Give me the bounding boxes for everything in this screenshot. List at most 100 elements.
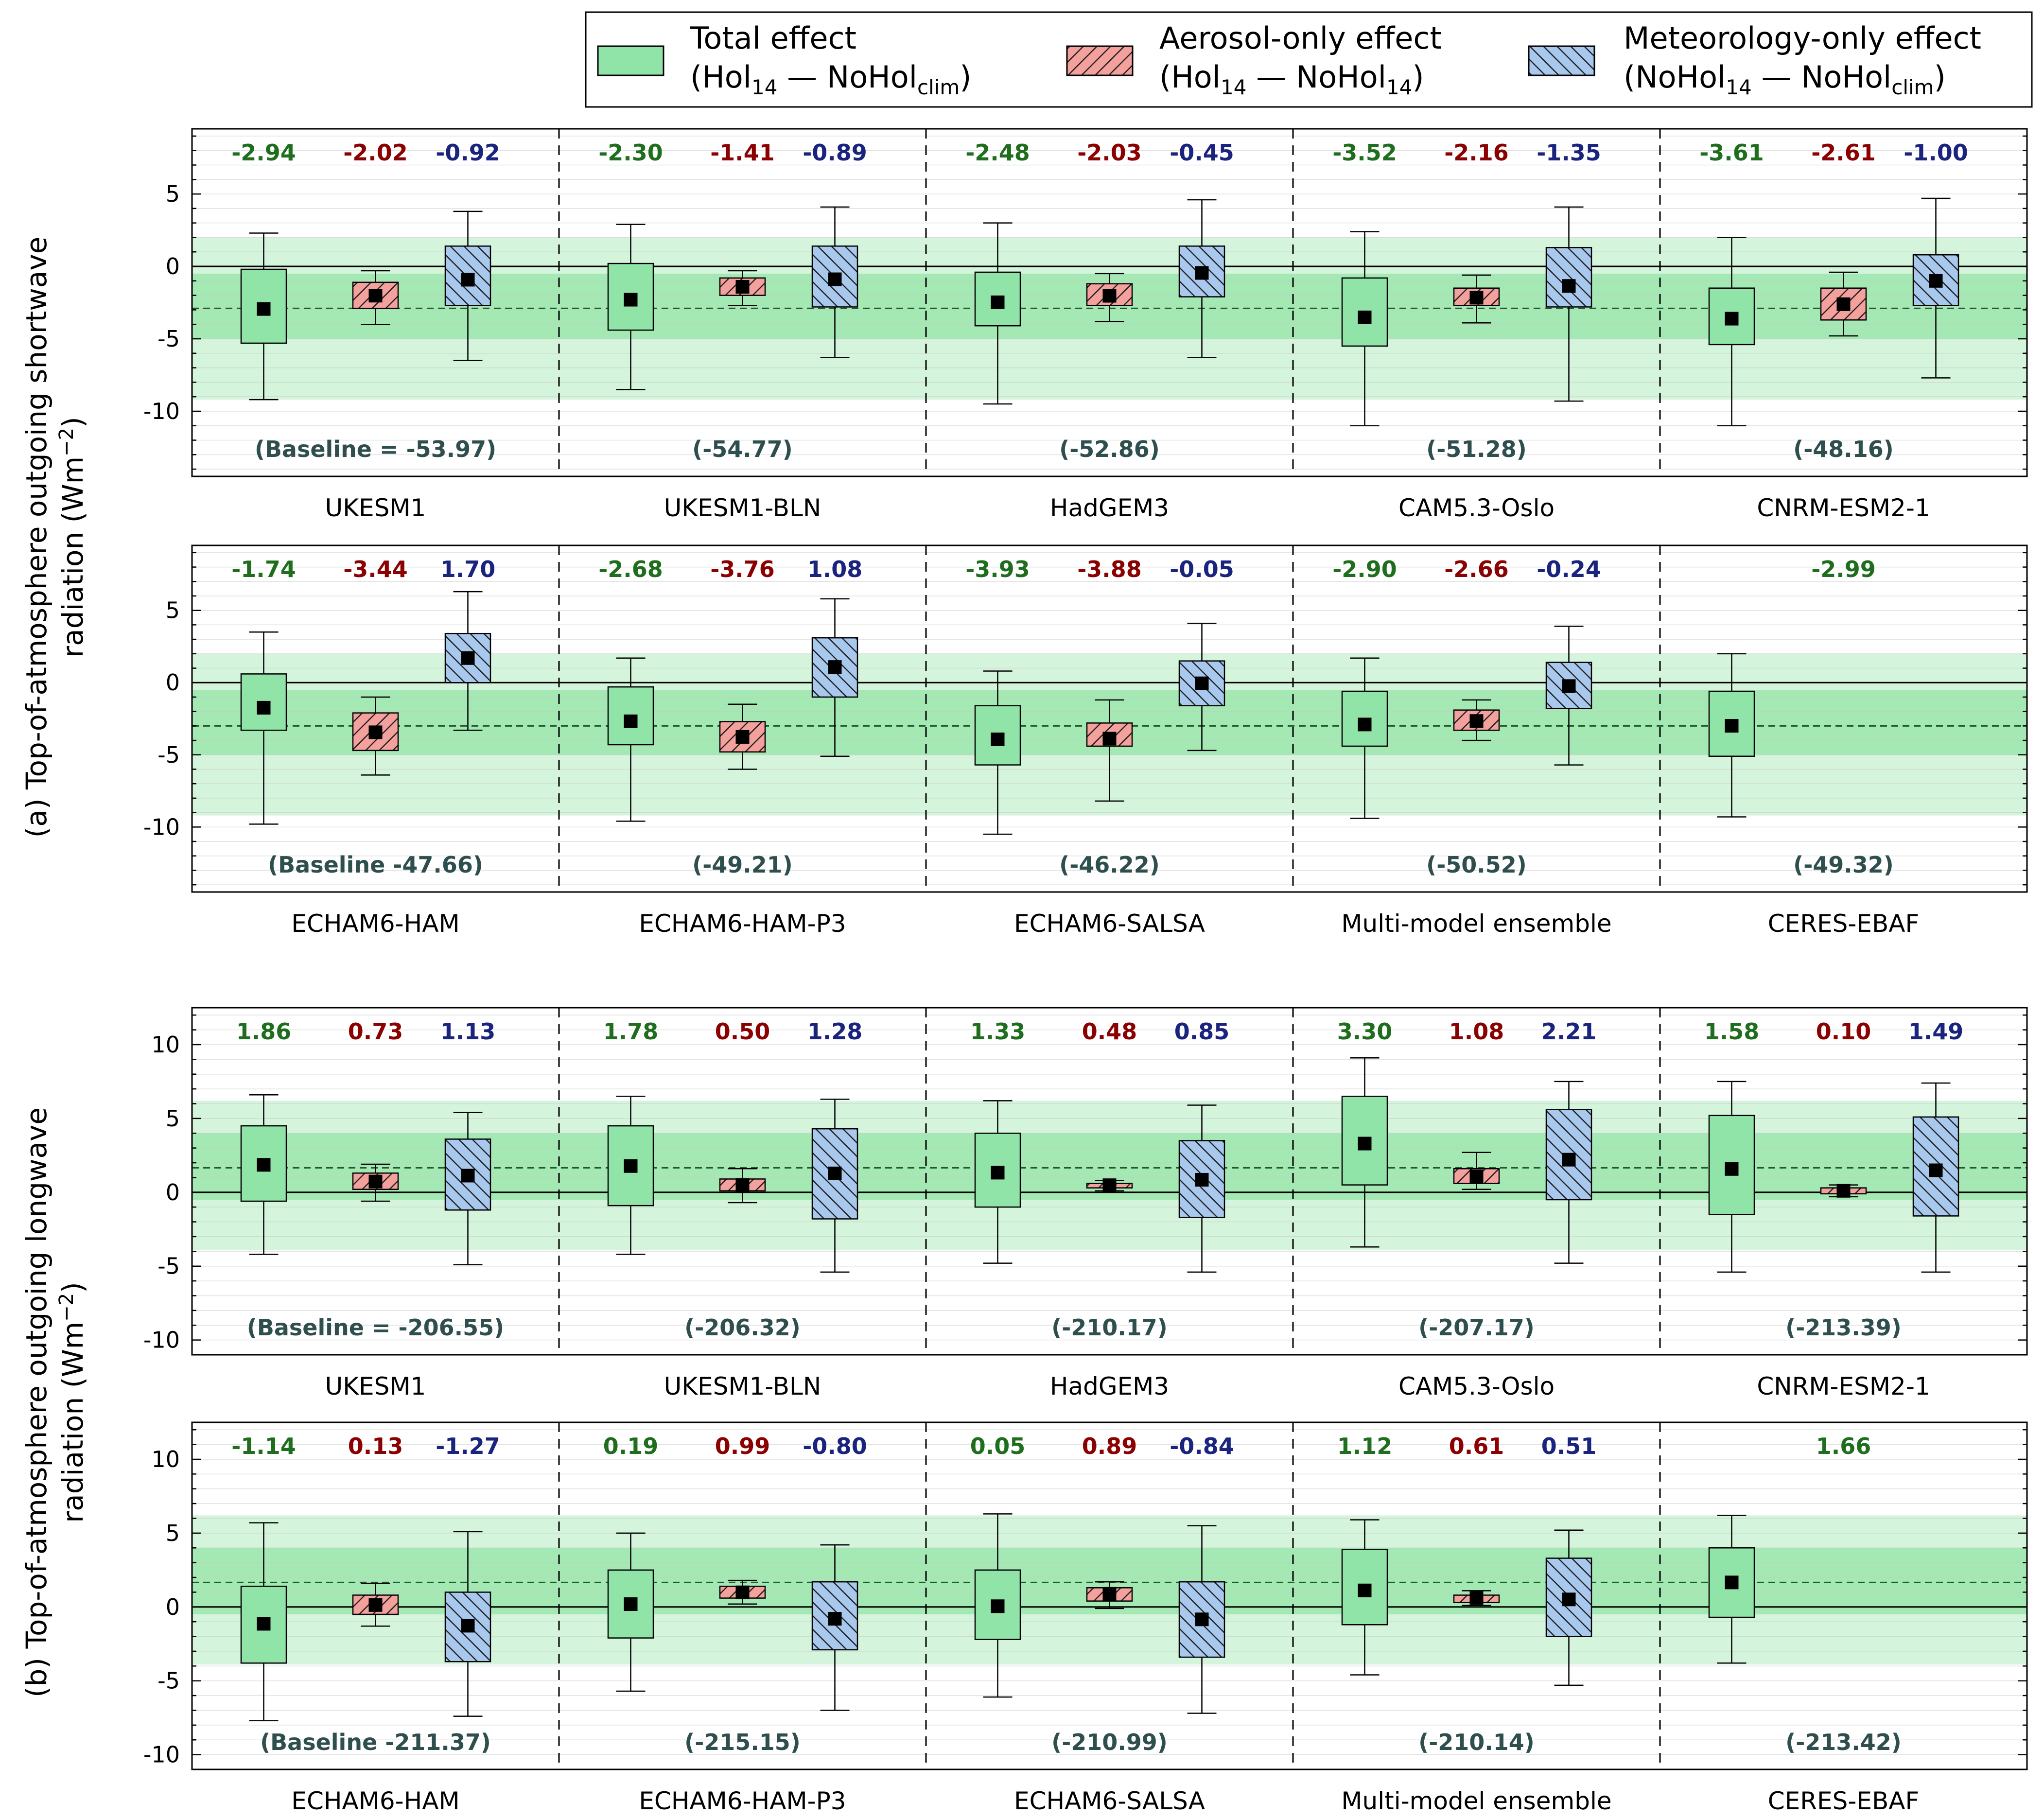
mean-marker-aerosol bbox=[368, 1598, 383, 1612]
mean-marker-total bbox=[1358, 717, 1372, 732]
model-group: 1.33 0.48 0.85 (-210.17) HadGEM3 bbox=[970, 1018, 1230, 1400]
value-label-total: 1.66 bbox=[1816, 1433, 1871, 1459]
legend-swatch-meteorology bbox=[1528, 45, 1595, 76]
box-total bbox=[974, 705, 1021, 766]
y-axis-label-b-units: radiation (Wm−2) bbox=[55, 1282, 89, 1522]
mean-marker-total bbox=[1725, 1575, 1739, 1590]
mean-marker-aerosol bbox=[735, 1585, 750, 1599]
value-label-total: -2.68 bbox=[598, 556, 663, 582]
model-name: ECHAM6-HAM-P3 bbox=[639, 910, 846, 938]
panel-b-top: -10 -5 0 5 10 1.86 0.73 1.13 (Baseline = -206.55… bbox=[143, 1007, 2028, 1400]
value-label-aerosol: -2.02 bbox=[343, 140, 408, 166]
value-label-meteorology: -0.45 bbox=[1170, 140, 1234, 166]
model-name: Multi-model ensemble bbox=[1341, 1787, 1611, 1815]
y-tick-label: 10 bbox=[151, 1446, 180, 1472]
value-label-meteorology: -1.35 bbox=[1537, 140, 1601, 166]
mean-marker-aerosol bbox=[735, 1178, 750, 1192]
panel-frame bbox=[191, 1007, 2028, 1356]
value-label-total: 3.30 bbox=[1337, 1018, 1393, 1045]
value-label-aerosol: -3.88 bbox=[1077, 556, 1142, 582]
value-label-aerosol: -1.41 bbox=[710, 140, 775, 166]
model-name: HadGEM3 bbox=[1050, 1372, 1169, 1400]
baseline-label: (-213.39) bbox=[1785, 1314, 1902, 1341]
mean-marker-aerosol bbox=[1836, 1184, 1851, 1198]
baseline-label: (-210.14) bbox=[1418, 1729, 1535, 1755]
model-group: -2.90 -2.66 -0.24 (-50.52) Multi-model ensem… bbox=[1332, 556, 1611, 938]
mean-marker-aerosol bbox=[1102, 1178, 1117, 1192]
legend-frame bbox=[585, 11, 2033, 108]
model-group: 0.05 0.89 -0.84 (-210.99) ECHAM6-SALSA bbox=[970, 1433, 1234, 1815]
model-group: 1.66 (-213.42) CERES-EBAF bbox=[1708, 1433, 1919, 1815]
y-tick-label: 0 bbox=[166, 669, 180, 696]
mean-marker-meteorology bbox=[828, 272, 842, 286]
baseline-label: (-46.22) bbox=[1059, 852, 1160, 878]
mean-marker-total bbox=[624, 1159, 638, 1173]
value-label-aerosol: -3.76 bbox=[710, 556, 775, 582]
y-tick-label: -10 bbox=[143, 1327, 180, 1353]
model-group: -3.52 -2.16 -1.35 (-51.28) CAM5.3-Oslo bbox=[1332, 140, 1601, 522]
mean-marker-meteorology bbox=[461, 651, 475, 665]
model-name: UKESM1-BLN bbox=[664, 1372, 821, 1400]
value-label-aerosol: 0.99 bbox=[715, 1433, 770, 1459]
y-axis-label-b: (b) Top-of-atmosphere outgoing longwave bbox=[20, 1107, 53, 1697]
mean-marker-aerosol bbox=[735, 280, 750, 294]
baseline-label: (-49.21) bbox=[692, 852, 793, 878]
mean-marker-aerosol bbox=[1102, 1587, 1117, 1601]
model-group: -2.94 -2.02 -0.92 (Baseline = -53.97) UKESM1 bbox=[231, 140, 500, 522]
value-label-aerosol: 0.10 bbox=[1816, 1018, 1871, 1045]
panels: -10 -5 0 5 -2.94 -2.02 -0.92 (Baseline = -53.97… bbox=[143, 128, 2028, 1815]
model-group: -2.68 -3.76 1.08 (-49.21) ECHAM6-HAM-P3 bbox=[598, 556, 862, 938]
legend-swatch-total bbox=[597, 45, 664, 76]
baseline-label: (-49.32) bbox=[1793, 852, 1894, 878]
mean-marker-total bbox=[257, 302, 271, 316]
value-label-aerosol: 0.50 bbox=[715, 1018, 770, 1045]
y-axis-label-a-units: radiation (Wm−2) bbox=[55, 417, 89, 657]
model-name: UKESM1 bbox=[325, 494, 426, 522]
value-label-total: 1.78 bbox=[603, 1018, 659, 1045]
mean-marker-meteorology bbox=[828, 1166, 842, 1180]
legend-meteorology-formula: (NoHol14 — NoHolclim) bbox=[1624, 59, 1946, 99]
value-label-meteorology: 0.51 bbox=[1541, 1433, 1597, 1459]
model-name: CERES-EBAF bbox=[1768, 1787, 1919, 1815]
model-name: CNRM-ESM2-1 bbox=[1757, 494, 1930, 522]
value-label-aerosol: 1.08 bbox=[1449, 1018, 1504, 1045]
baseline-label: (Baseline -47.66) bbox=[268, 852, 483, 878]
value-label-meteorology: -0.05 bbox=[1170, 556, 1234, 582]
value-label-total: -3.61 bbox=[1699, 140, 1764, 166]
baseline-label: (-52.86) bbox=[1059, 436, 1160, 462]
legend-total-title: Total effect bbox=[690, 20, 856, 56]
mean-marker-aerosol bbox=[1469, 291, 1484, 305]
mean-marker-meteorology bbox=[1195, 266, 1209, 280]
model-group: -2.48 -2.03 -0.45 (-52.86) HadGEM3 bbox=[965, 140, 1234, 522]
box-meteorology bbox=[1545, 247, 1592, 308]
value-label-total: 1.86 bbox=[236, 1018, 292, 1045]
mean-marker-aerosol bbox=[368, 289, 383, 303]
mean-marker-meteorology bbox=[1562, 1592, 1576, 1607]
y-tick-label: 0 bbox=[166, 1179, 180, 1206]
value-label-meteorology: 1.49 bbox=[1908, 1018, 1964, 1045]
legend-total-formula: (Hol14 — NoHolclim) bbox=[690, 59, 971, 99]
panel-a-top: -10 -5 0 5 -2.94 -2.02 -0.92 (Baseline = -53.97… bbox=[143, 128, 2028, 522]
value-label-total: -3.93 bbox=[965, 556, 1030, 582]
model-name: ECHAM6-HAM bbox=[291, 1787, 459, 1815]
panel-a-bottom: -10 -5 0 5 -1.74 -3.44 1.70 (Baseline -47.66) EC… bbox=[143, 544, 2028, 938]
model-name: ECHAM6-SALSA bbox=[1014, 910, 1205, 938]
mean-marker-total bbox=[991, 295, 1005, 309]
value-label-aerosol: -2.16 bbox=[1444, 140, 1509, 166]
legend: Total effect (Hol14 — NoHolclim) Aerosol… bbox=[585, 11, 2033, 108]
value-label-total: 1.33 bbox=[970, 1018, 1026, 1045]
model-group: -3.93 -3.88 -0.05 (-46.22) ECHAM6-SALSA bbox=[965, 556, 1234, 938]
mean-marker-total bbox=[991, 1166, 1005, 1180]
model-group: 0.19 0.99 -0.80 (-215.15) ECHAM6-HAM-P3 bbox=[603, 1433, 867, 1815]
value-label-aerosol: -2.61 bbox=[1811, 140, 1876, 166]
value-label-meteorology: 1.13 bbox=[440, 1018, 496, 1045]
model-name: Multi-model ensemble bbox=[1341, 910, 1611, 938]
value-label-total: -3.52 bbox=[1332, 140, 1397, 166]
value-label-meteorology: 1.70 bbox=[440, 556, 496, 582]
mean-marker-meteorology bbox=[1195, 676, 1209, 690]
mean-marker-aerosol bbox=[1469, 714, 1484, 728]
panel-b-bottom: -10 -5 0 5 10 -1.14 0.13 -1.27 (Baseline -211.37… bbox=[143, 1421, 2028, 1815]
mean-marker-meteorology bbox=[1195, 1612, 1209, 1627]
mean-marker-aerosol bbox=[368, 1174, 383, 1189]
